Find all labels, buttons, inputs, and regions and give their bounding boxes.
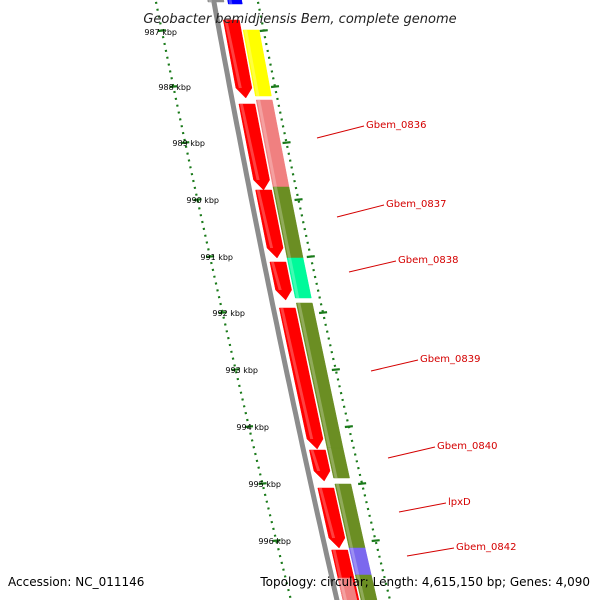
olive-feature-highlight <box>335 484 354 548</box>
genome-backbone <box>211 0 340 600</box>
outer-major-tick <box>270 85 280 89</box>
label-leader-line <box>348 260 397 273</box>
tick-label-990: 990 kbp <box>186 196 219 205</box>
outer-major-tick <box>371 539 380 543</box>
major-tick <box>231 368 240 372</box>
cds-feature <box>309 449 331 482</box>
outer-tick-track <box>256 0 392 600</box>
cds-feature-highlight <box>270 262 282 290</box>
label-leader-line <box>398 502 447 513</box>
cds-feature <box>269 261 292 301</box>
tick-label-992: 992 kbp <box>212 309 245 318</box>
outer-major-tick <box>306 255 315 259</box>
spring-green-feature-highlight <box>288 258 300 298</box>
tick-label-993: 993 kbp <box>225 366 258 375</box>
feature-layer <box>207 0 378 600</box>
yellow-feature <box>242 29 272 97</box>
cds-top-stub-highlight <box>208 0 212 2</box>
cds-feature-highlight <box>224 20 242 88</box>
tick-label-991: 991 kbp <box>200 253 233 262</box>
spring-green-feature <box>286 257 312 299</box>
olive-feature <box>354 574 378 600</box>
cds-feature <box>278 307 324 450</box>
cds-feature-highlight <box>256 190 274 248</box>
outer-major-tick <box>259 29 268 33</box>
label-leader-line <box>406 547 455 557</box>
olive-feature-highlight <box>356 575 365 600</box>
olive-feature <box>326 447 350 479</box>
map-title: Geobacter bemidjiensis Bem, complete gen… <box>143 12 456 27</box>
major-tick <box>272 539 281 543</box>
major-tick <box>193 198 202 202</box>
pink-feature-bottom-highlight <box>338 578 347 600</box>
yellow-feature-highlight <box>244 30 260 96</box>
pink-feature-highlight <box>257 100 277 187</box>
tick-label-989: 989 kbp <box>172 139 205 148</box>
tick-label-987: 987 kbp <box>144 28 177 37</box>
gene-labels: Gbem_0836 Gbem_0837 Gbem_0838 Gbem_0839 … <box>366 120 516 553</box>
outer-major-tick <box>344 425 353 429</box>
cds-feature-highlight <box>239 104 260 180</box>
major-tick <box>205 255 215 259</box>
cds-feature <box>317 487 346 549</box>
outer-major-tick <box>282 141 291 145</box>
cds-feature-highlight <box>318 488 336 538</box>
label-leader-line <box>387 446 436 459</box>
label-leader-line <box>336 204 385 218</box>
tick-track <box>154 0 293 600</box>
tick-label-995: 995 kbp <box>248 480 281 489</box>
outer-major-tick <box>294 198 303 202</box>
backbone-layer <box>211 0 340 600</box>
major-tick <box>244 425 254 429</box>
olive-feature-highlight <box>297 303 331 448</box>
gene-label-gbem-0842: Gbem_0842 <box>456 542 516 553</box>
cds-feature-highlight <box>310 450 321 471</box>
olive-feature-highlight <box>328 448 338 478</box>
cds-feature-highlight <box>280 308 314 439</box>
gene-label-gbem-0840: Gbem_0840 <box>437 441 497 452</box>
genome-summary-text: Topology: circular; Length: 4,615,150 bp… <box>259 575 590 589</box>
major-tick <box>218 311 227 315</box>
pink-feature-bottom <box>337 577 358 600</box>
cds-feature <box>222 19 253 99</box>
tick-label-988: 988 kbp <box>158 83 191 92</box>
outer-major-tick <box>331 368 340 372</box>
accession-text: Accession: NC_011146 <box>8 575 144 589</box>
label-leader-line <box>370 359 419 372</box>
cds-top-stub <box>207 0 225 3</box>
major-tick <box>169 85 178 89</box>
blue-feature <box>227 0 243 5</box>
major-tick <box>181 141 190 145</box>
label-layer <box>316 125 455 557</box>
olive-feature-highlight <box>274 187 292 258</box>
outer-major-tick <box>358 482 367 486</box>
major-tick <box>258 482 267 486</box>
tick-label-994: 994 kbp <box>236 423 269 432</box>
outer-major-tick <box>318 311 328 315</box>
gene-label-gbem-0839: Gbem_0839 <box>420 354 480 365</box>
label-leader-line <box>316 125 365 139</box>
tick-layer <box>154 0 392 600</box>
major-tick <box>157 29 167 33</box>
gene-label-gbem-0836: Gbem_0836 <box>366 120 426 131</box>
blue-feature-highlight <box>228 0 233 4</box>
tick-labels: 987 kbp 988 kbp 989 kbp 990 kbp 991 kbp … <box>144 28 291 546</box>
gene-label-lpxd: lpxD <box>448 497 471 508</box>
gene-label-gbem-0838: Gbem_0838 <box>398 255 458 266</box>
cds-feature <box>238 103 270 191</box>
gene-label-gbem-0837: Gbem_0837 <box>386 199 446 210</box>
purple-feature-highlight <box>350 548 360 575</box>
tick-label-996: 996 kbp <box>258 537 291 546</box>
cds-feature <box>255 189 284 259</box>
